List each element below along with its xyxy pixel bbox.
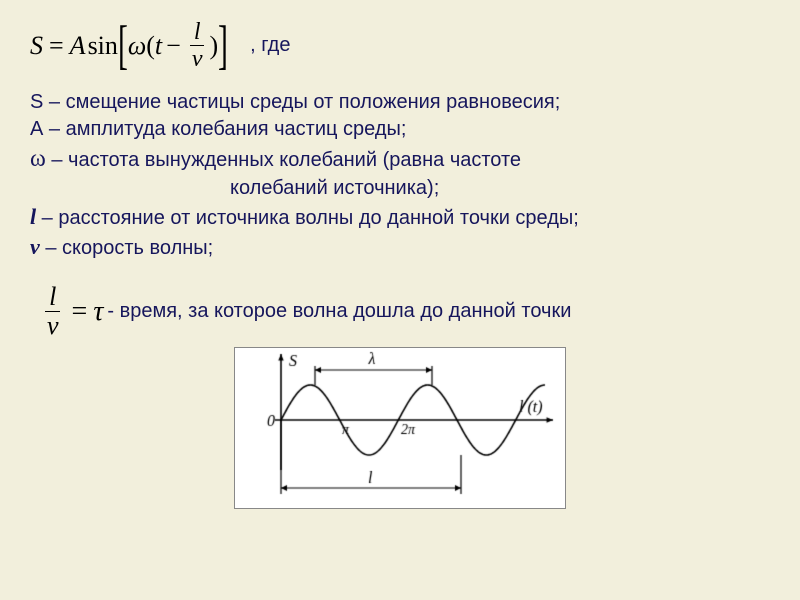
sym-A: A xyxy=(70,31,86,61)
tau-sym: τ xyxy=(93,296,103,328)
sym-lparen: ( xyxy=(146,31,155,61)
formula-expression: S = A sin [ ω ( t − l v ) ] xyxy=(30,20,228,71)
tau-frac: l v xyxy=(43,284,63,339)
tau-text: - время, за которое волна дошла до данно… xyxy=(107,300,571,323)
def-l-text: – расстояние от источника волны до данно… xyxy=(36,207,579,229)
frac-l-over-v: l v xyxy=(188,20,207,71)
sym-t: t xyxy=(155,31,162,61)
label-where: , где xyxy=(250,34,290,57)
sym-minus: − xyxy=(166,31,181,61)
tau-num: l xyxy=(45,284,60,312)
sym-S: S xyxy=(30,31,43,61)
left-bracket-icon: [ xyxy=(118,24,128,67)
tau-eq: = xyxy=(72,296,88,328)
sym-omega: ω xyxy=(128,31,146,61)
right-bracket-icon: ] xyxy=(218,24,228,67)
def-omega-line1: ω – частота вынужденных колебаний (равна… xyxy=(30,143,770,175)
def-l: l – расстояние от источника волны до дан… xyxy=(30,202,770,232)
tau-den: v xyxy=(43,312,63,339)
sym-rparen: ) xyxy=(209,31,218,61)
tau-definition: l v = τ - время, за которое волна дошла … xyxy=(30,284,770,339)
def-omega-text1: – частота вынужденных колебаний (равна ч… xyxy=(46,149,521,171)
sym-eq: = xyxy=(49,31,64,61)
def-A: А – амплитуда колебания частиц среды; xyxy=(30,116,770,143)
frac-den: v xyxy=(188,46,207,71)
def-S: S – смещение частицы среды от положения … xyxy=(30,89,770,116)
def-omega-line2: колебаний источника); xyxy=(30,175,770,202)
definitions-block: S – смещение частицы среды от положения … xyxy=(30,89,770,262)
def-v-text: – скорость волны; xyxy=(40,237,213,259)
wave-equation: S = A sin [ ω ( t − l v ) ] , где xyxy=(30,20,770,71)
def-v: v – скорость волны; xyxy=(30,232,770,262)
wave-diagram xyxy=(234,347,566,509)
sym-v-def: v xyxy=(30,234,40,259)
tau-formula: l v = τ xyxy=(40,284,103,339)
sym-sin: sin xyxy=(88,31,118,61)
frac-num: l xyxy=(190,20,205,46)
sym-omega-def: ω xyxy=(30,146,46,172)
